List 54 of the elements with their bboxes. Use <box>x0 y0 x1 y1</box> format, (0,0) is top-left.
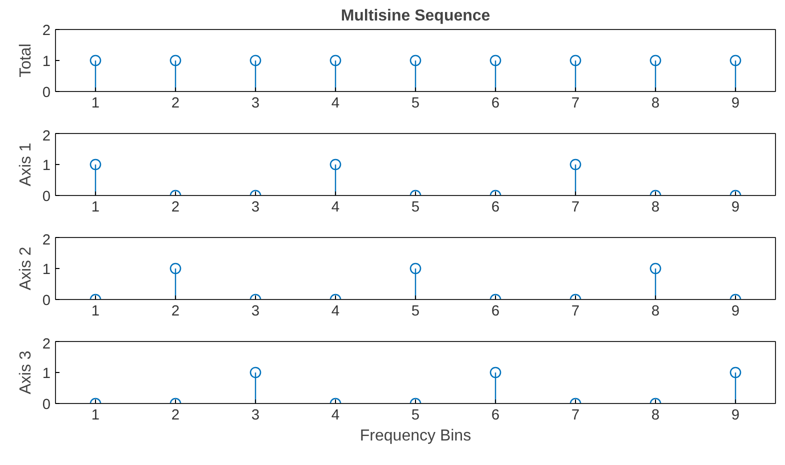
y-tick-label: 2 <box>42 232 51 248</box>
x-tick-label: 1 <box>91 304 100 320</box>
x-tick-label: 2 <box>171 304 180 320</box>
x-tick-label: 1 <box>91 408 100 424</box>
y-axis-title: Axis 3 <box>17 350 34 394</box>
y-tick-label: 0 <box>42 189 51 205</box>
x-tick-label: 4 <box>331 408 340 424</box>
x-tick-label: 8 <box>651 304 660 320</box>
y-axis-title: Axis 1 <box>17 142 34 186</box>
x-tick-label: 4 <box>331 200 340 216</box>
y-tick-label: 1 <box>42 158 51 174</box>
x-tick-label: 6 <box>491 408 500 424</box>
x-tick-label: 9 <box>731 96 740 112</box>
y-axis-title: Axis 2 <box>17 246 34 290</box>
x-tick-label: 9 <box>731 200 740 216</box>
chart-title: Multisine Sequence <box>340 8 490 24</box>
x-tick-label: 5 <box>411 408 420 424</box>
x-tick-label: 6 <box>491 200 500 216</box>
x-tick-label: 8 <box>651 408 660 424</box>
x-axis-title: Frequency Bins <box>360 428 472 444</box>
x-tick-label: 1 <box>91 200 100 216</box>
x-tick-label: 7 <box>571 96 580 112</box>
x-tick-label: 4 <box>331 96 340 112</box>
x-tick-label: 5 <box>411 304 420 320</box>
x-tick-label: 9 <box>731 408 740 424</box>
x-tick-label: 3 <box>251 96 260 112</box>
y-tick-label: 0 <box>42 293 51 309</box>
y-tick-label: 1 <box>42 262 51 278</box>
x-tick-label: 1 <box>91 96 100 112</box>
x-tick-label: 6 <box>491 304 500 320</box>
x-tick-label: 7 <box>571 200 580 216</box>
x-tick-label: 6 <box>491 96 500 112</box>
x-tick-label: 4 <box>331 304 340 320</box>
y-tick-label: 0 <box>42 397 51 413</box>
x-tick-label: 8 <box>651 96 660 112</box>
x-tick-label: 3 <box>251 408 260 424</box>
x-tick-label: 3 <box>251 304 260 320</box>
x-tick-label: 2 <box>171 96 180 112</box>
x-tick-label: 3 <box>251 200 260 216</box>
y-tick-label: 2 <box>42 336 51 352</box>
x-tick-label: 5 <box>411 96 420 112</box>
x-tick-label: 8 <box>651 200 660 216</box>
y-axis-title: Total <box>17 44 34 78</box>
x-tick-label: 2 <box>171 200 180 216</box>
y-tick-label: 2 <box>42 128 51 144</box>
x-tick-label: 7 <box>571 304 580 320</box>
x-tick-label: 5 <box>411 200 420 216</box>
x-tick-label: 9 <box>731 304 740 320</box>
y-tick-label: 0 <box>42 85 51 101</box>
x-tick-label: 2 <box>171 408 180 424</box>
y-tick-label: 2 <box>42 23 51 39</box>
y-tick-label: 1 <box>42 366 51 382</box>
y-tick-label: 1 <box>42 54 51 70</box>
x-tick-label: 7 <box>571 408 580 424</box>
